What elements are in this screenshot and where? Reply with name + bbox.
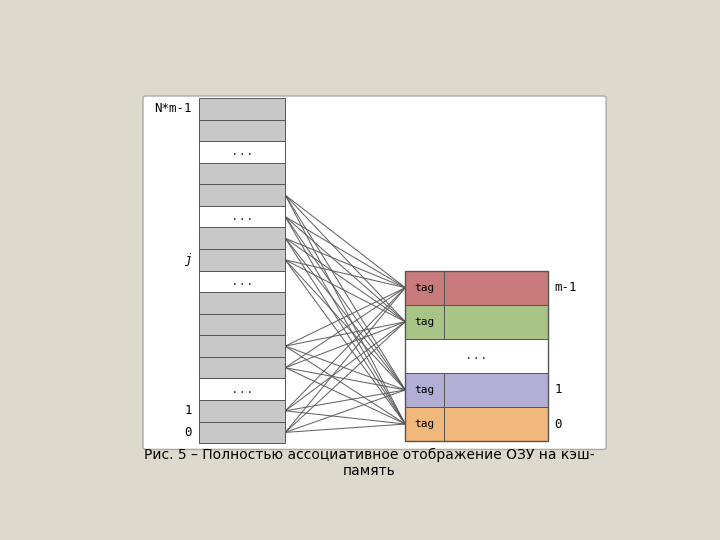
Text: 1: 1 xyxy=(554,383,562,396)
Bar xyxy=(444,305,547,339)
Bar xyxy=(444,407,547,441)
Text: tag: tag xyxy=(414,317,435,327)
Bar xyxy=(405,407,444,441)
Text: j: j xyxy=(184,253,192,266)
Bar xyxy=(199,227,285,249)
Bar xyxy=(199,206,285,227)
Text: tag: tag xyxy=(414,282,435,293)
Text: ...: ... xyxy=(231,383,253,396)
Bar xyxy=(405,271,547,441)
Bar xyxy=(199,400,285,422)
Text: ...: ... xyxy=(231,145,253,158)
Text: ...: ... xyxy=(465,349,487,362)
Bar xyxy=(444,271,547,305)
Bar xyxy=(199,163,285,184)
Bar xyxy=(199,422,285,443)
Text: 0: 0 xyxy=(554,417,562,430)
Bar xyxy=(405,339,547,373)
FancyBboxPatch shape xyxy=(143,96,606,449)
Bar xyxy=(199,357,285,379)
Bar xyxy=(199,249,285,271)
Text: tag: tag xyxy=(414,385,435,395)
Text: 0: 0 xyxy=(184,426,192,439)
Text: N*m-1: N*m-1 xyxy=(155,103,192,116)
Bar xyxy=(199,141,285,163)
Text: tag: tag xyxy=(414,419,435,429)
Bar xyxy=(405,373,444,407)
Text: Рис. 5 – Полностью ассоциативное отображение ОЗУ на кэш-
память: Рис. 5 – Полностью ассоциативное отображ… xyxy=(144,448,594,478)
Bar xyxy=(199,120,285,141)
Bar xyxy=(199,379,285,400)
Bar xyxy=(444,373,547,407)
Bar xyxy=(199,184,285,206)
Text: ...: ... xyxy=(231,210,253,223)
Text: ...: ... xyxy=(231,275,253,288)
Text: m-1: m-1 xyxy=(554,281,577,294)
Bar xyxy=(199,335,285,357)
Text: 1: 1 xyxy=(184,404,192,417)
Bar xyxy=(199,314,285,335)
Bar xyxy=(199,292,285,314)
Bar xyxy=(405,271,444,305)
Bar xyxy=(199,271,285,292)
Bar xyxy=(405,305,444,339)
Bar xyxy=(199,98,285,120)
